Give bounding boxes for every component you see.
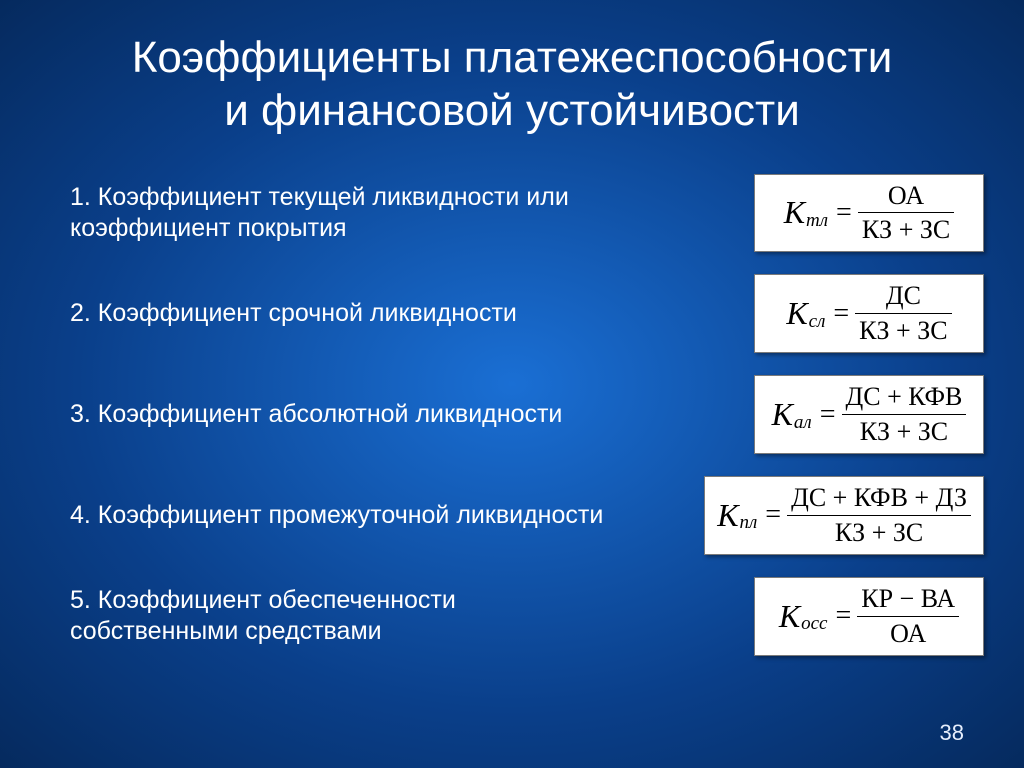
slide-title: Коэффициенты платежеспособности и финанс… — [0, 0, 1024, 138]
title-line-2: и финансовой устойчивости — [224, 86, 800, 135]
formula-box: Ксл= ДС КЗ + ЗС — [754, 274, 984, 353]
formula-k: К — [784, 194, 805, 231]
title-line-1: Коэффициенты платежеспособности — [132, 33, 893, 82]
item-row: 1. Коэффициент текущей ликвидности или к… — [70, 174, 984, 253]
item-row: 3. Коэффициент абсолютной ликвидности Ка… — [70, 375, 984, 454]
formula-box: Кал= ДС + КФВ КЗ + ЗС — [754, 375, 984, 454]
formula-box: Косс= КР − ВА ОА — [754, 577, 984, 656]
formula-k: К — [717, 497, 738, 534]
formula-sub: тл — [806, 210, 828, 232]
formula-numerator: КР − ВА — [857, 584, 959, 614]
formula-sub: сл — [809, 311, 826, 333]
item-label: 2. Коэффициент срочной ликвидности — [70, 298, 620, 329]
formula-numerator: ОА — [884, 181, 928, 211]
formula-denominator: КЗ + ЗС — [831, 518, 927, 548]
item-row: 4. Коэффициент промежуточной ликвидности… — [70, 476, 984, 555]
formula-sub: пл — [740, 512, 758, 534]
item-row: 5. Коэффициент обеспеченности собственны… — [70, 577, 984, 656]
formula-box: Ктл= ОА КЗ + ЗС — [754, 174, 984, 253]
content-area: 1. Коэффициент текущей ликвидности или к… — [0, 138, 1024, 656]
formula-k: К — [772, 396, 793, 433]
formula-numerator: ДС — [882, 281, 925, 311]
formula-k: К — [786, 295, 807, 332]
formula-k: К — [779, 598, 800, 635]
item-label: 4. Коэффициент промежуточной ликвидности — [70, 500, 620, 531]
item-label: 5. Коэффициент обеспеченности собственны… — [70, 585, 620, 648]
formula-box: Кпл= ДС + КФВ + ДЗ КЗ + ЗС — [704, 476, 984, 555]
formula-numerator: ДС + КФВ + ДЗ — [787, 483, 971, 513]
formula-sub: осс — [801, 613, 827, 635]
formula-denominator: КЗ + ЗС — [858, 215, 954, 245]
item-label: 3. Коэффициент абсолютной ликвидности — [70, 399, 620, 430]
formula-denominator: КЗ + ЗС — [856, 417, 952, 447]
formula-sub: ал — [794, 412, 812, 434]
formula-denominator: КЗ + ЗС — [855, 316, 951, 346]
formula-denominator: ОА — [886, 619, 930, 649]
formula-numerator: ДС + КФВ — [842, 382, 967, 412]
item-label: 1. Коэффициент текущей ликвидности или к… — [70, 182, 620, 245]
item-row: 2. Коэффициент срочной ликвидности Ксл= … — [70, 274, 984, 353]
page-number: 38 — [940, 720, 964, 746]
